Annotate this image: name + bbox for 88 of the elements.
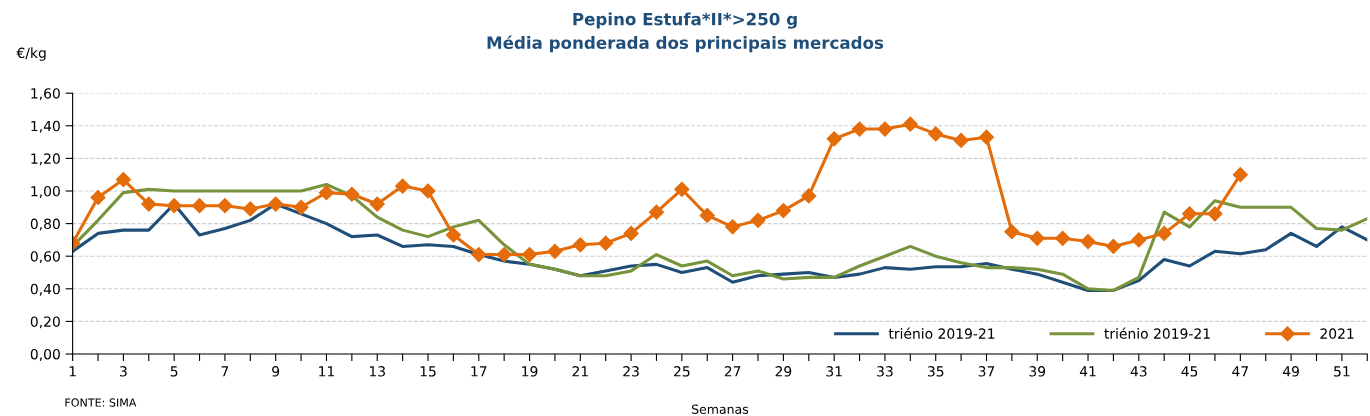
point <box>268 196 284 212</box>
point <box>775 202 791 219</box>
point <box>191 198 208 214</box>
legend-label: triénio 2019-21 <box>888 327 995 339</box>
x-tick-label: 27 <box>724 366 741 377</box>
legend-label: 2021 <box>1320 328 1354 339</box>
point <box>648 204 665 220</box>
y-tick-label: 0,40 <box>30 283 60 296</box>
point <box>674 181 690 197</box>
point <box>217 198 233 214</box>
point <box>1207 206 1223 222</box>
point <box>953 132 969 149</box>
point <box>166 198 182 214</box>
point <box>902 116 918 132</box>
point <box>1131 232 1147 248</box>
x-tick-label: 19 <box>522 366 538 377</box>
point <box>90 189 106 206</box>
x-tick-label: 41 <box>1079 366 1096 377</box>
point <box>725 219 741 235</box>
legend-label: triénio 2019-21 <box>1104 327 1210 339</box>
point <box>826 131 842 147</box>
x-tick-label: 47 <box>1232 366 1248 377</box>
point <box>572 237 588 253</box>
point <box>623 225 639 241</box>
x-tick-label: 3 <box>120 366 127 377</box>
x-tick-label: 9 <box>272 366 280 377</box>
point <box>242 201 258 217</box>
x-tick-label: 13 <box>369 366 385 377</box>
point <box>115 172 131 188</box>
point <box>1105 238 1121 254</box>
point <box>598 235 614 251</box>
point <box>928 126 944 142</box>
y-tick-label: 1,60 <box>31 88 60 101</box>
y-tick-label: 1,40 <box>31 120 60 133</box>
x-tick-label: 17 <box>471 366 487 377</box>
x-tick-label: 21 <box>572 366 588 377</box>
x-tick-label: 45 <box>1181 366 1198 377</box>
x-tick-label: 29 <box>775 366 792 377</box>
x-tick-label: 5 <box>170 366 178 377</box>
point <box>395 178 411 194</box>
point <box>801 188 817 204</box>
x-tick-label: 37 <box>978 366 995 377</box>
point <box>750 212 766 228</box>
point <box>851 121 868 137</box>
x-tick-label: 1 <box>69 366 76 377</box>
x-tick-label: 23 <box>623 366 639 377</box>
point <box>978 129 995 145</box>
point <box>1232 167 1248 183</box>
point <box>547 243 563 259</box>
point <box>1004 224 1020 240</box>
chart-title: Pepino Estufa*II*>250 g Média ponderada dos principais mercados <box>487 12 884 53</box>
y-tick-label: 1,20 <box>31 153 60 166</box>
x-tick-label: 51 <box>1334 366 1350 377</box>
point <box>318 185 335 201</box>
x-tick-label: 11 <box>319 366 335 377</box>
x-tick-label: 43 <box>1130 366 1147 377</box>
point <box>496 247 512 263</box>
x-tick-label: 33 <box>877 366 893 377</box>
y-tick-label: 0,00 <box>30 348 60 361</box>
point <box>1181 206 1198 222</box>
x-tick-label: 39 <box>1029 366 1046 377</box>
point <box>471 247 487 263</box>
x-tick-label: 31 <box>826 366 842 377</box>
point <box>1080 233 1096 250</box>
y-tick-label: 0,80 <box>30 218 60 231</box>
point <box>1055 230 1071 246</box>
point <box>344 186 360 202</box>
source-note: FONTE: SIMA <box>65 398 137 407</box>
x-tick-label: 7 <box>221 366 229 377</box>
point <box>445 227 461 243</box>
point <box>1029 230 1045 246</box>
x-axis-title: Semanas <box>691 404 749 414</box>
x-tick-label: 25 <box>674 366 690 377</box>
x-tick-label: 35 <box>927 366 944 377</box>
point <box>141 196 157 212</box>
point <box>1156 225 1172 241</box>
x-tick-label: 49 <box>1282 366 1299 377</box>
point <box>369 196 385 212</box>
y-tick-label: 1,00 <box>31 185 60 198</box>
point <box>420 183 436 199</box>
point <box>521 247 538 263</box>
x-tick-label: 15 <box>420 366 436 377</box>
y-tick-label: 0,60 <box>30 251 60 264</box>
point <box>877 121 893 137</box>
point <box>699 207 715 224</box>
y-axis-title: €/kg <box>16 47 46 61</box>
y-tick-label: 0,20 <box>30 316 60 329</box>
point <box>293 199 309 215</box>
